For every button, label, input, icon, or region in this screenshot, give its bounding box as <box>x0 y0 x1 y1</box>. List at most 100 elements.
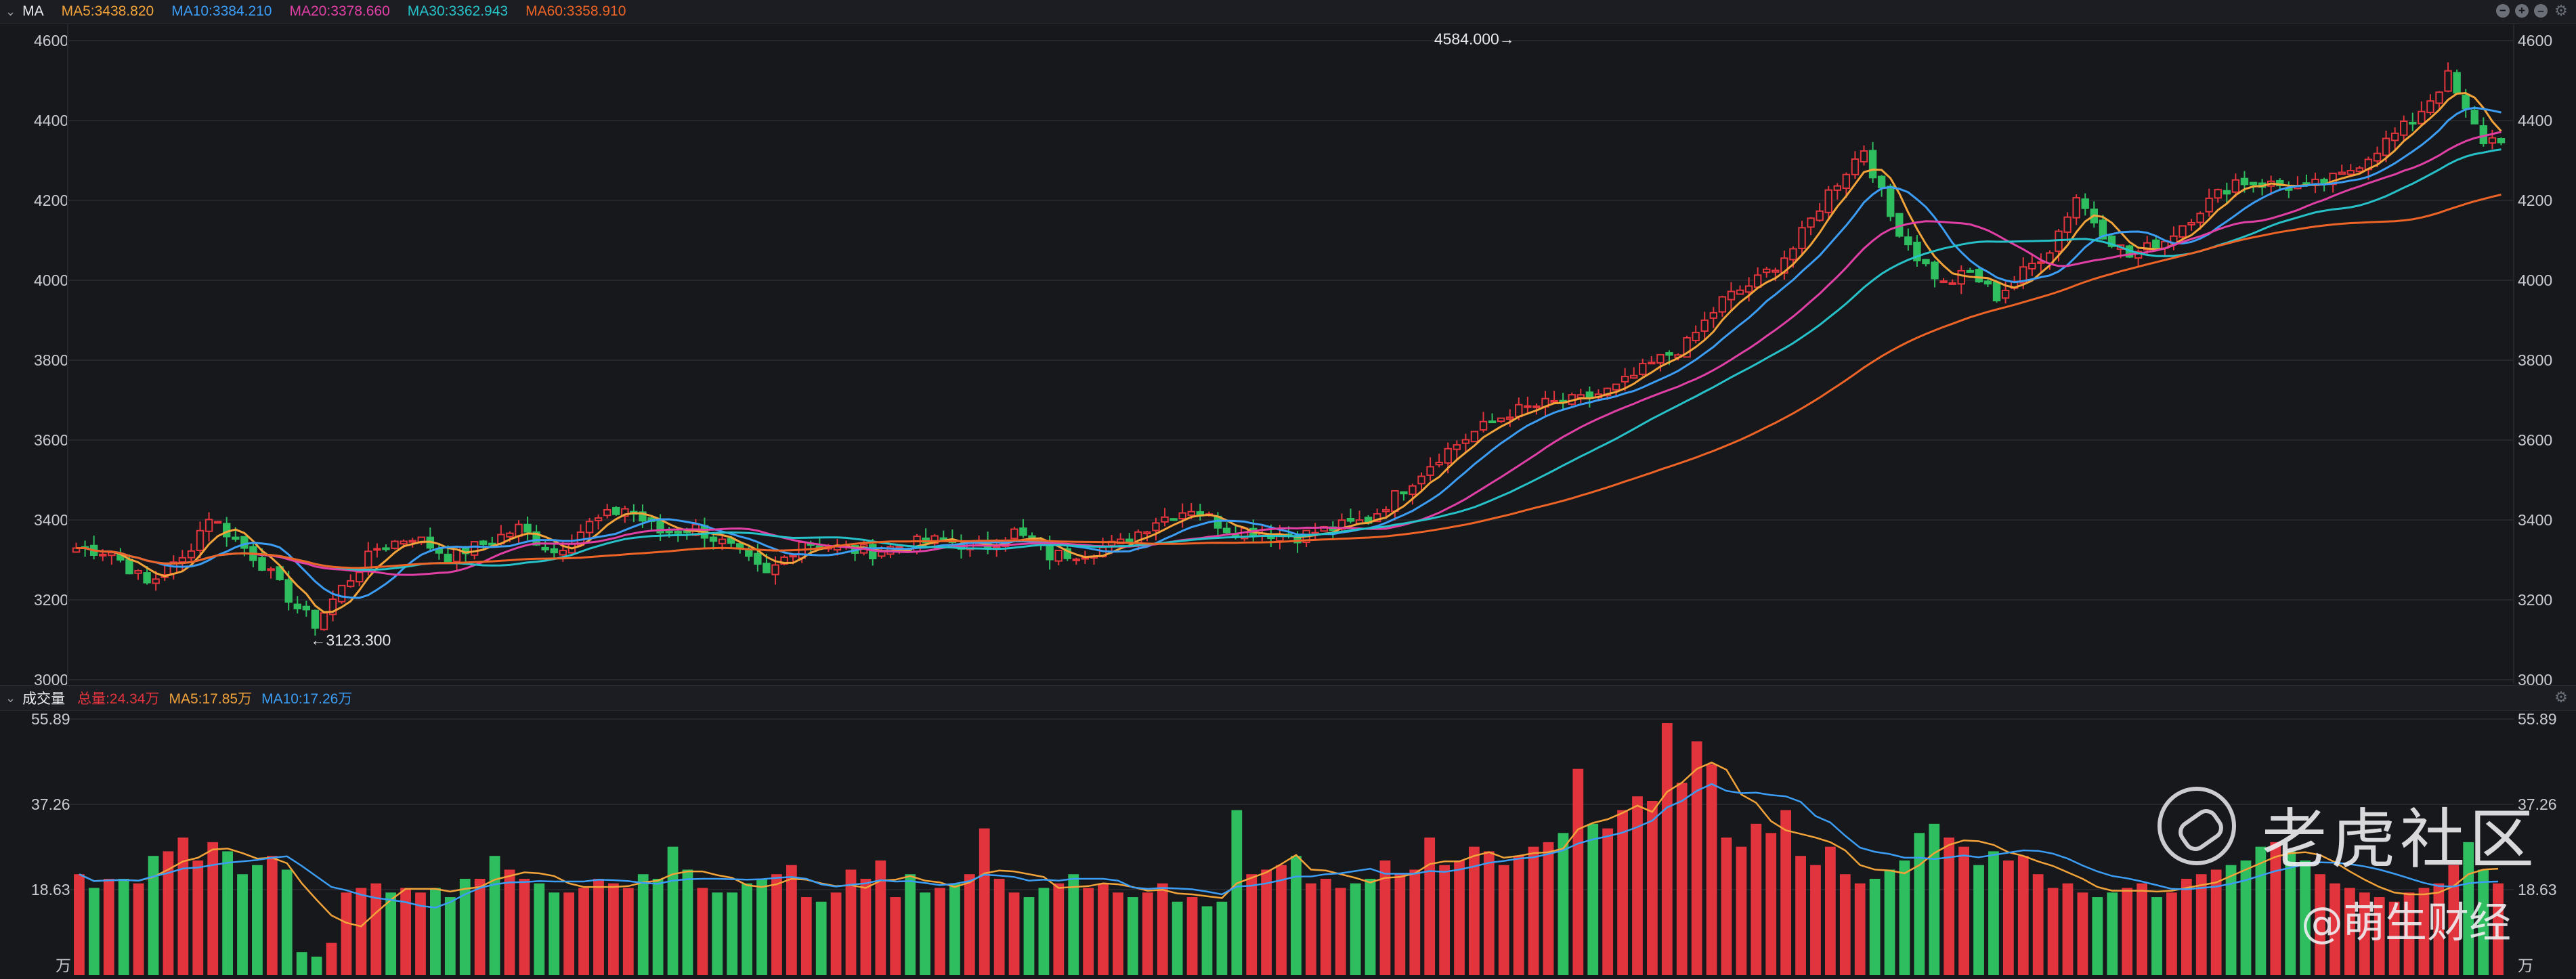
volume-bar <box>1201 906 1213 975</box>
collapse-toggle-icon[interactable]: ⌄ <box>5 691 16 705</box>
candle-body <box>789 554 797 558</box>
volume-bar <box>1795 856 1806 975</box>
volume-bar <box>2092 897 2103 975</box>
volume-bar <box>1038 888 1050 975</box>
volume-bar <box>549 892 560 975</box>
volume-bar <box>2403 892 2415 975</box>
minus-icon[interactable]: − <box>2496 4 2510 18</box>
volume-bar <box>830 892 842 975</box>
collapse-toggle-icon[interactable]: ⌄ <box>5 4 16 18</box>
y-tick-label-left: 3800 <box>34 351 68 369</box>
indicator-name[interactable]: MA <box>22 3 44 19</box>
candle-body <box>1470 431 1479 443</box>
candle-body <box>1966 269 1975 273</box>
candle-body <box>1763 268 1771 274</box>
candle-body <box>603 508 611 517</box>
volume-bar <box>1469 846 1480 975</box>
candle-body <box>1515 404 1523 418</box>
price-annotation: ←3123.300 <box>310 631 391 649</box>
volume-bar <box>489 856 500 975</box>
candle-body <box>1603 387 1612 397</box>
legend-vol-ma10: MA10:17.26万 <box>261 691 353 707</box>
candle-body <box>878 551 886 557</box>
volume-bar <box>1409 869 1421 975</box>
volume-bar <box>890 897 901 975</box>
volume-bar <box>2300 860 2311 975</box>
volume-bar <box>1053 883 1065 975</box>
volume-bar <box>1558 833 1569 975</box>
volume-bar <box>252 865 263 975</box>
candle-body <box>2231 179 2240 193</box>
volume-bar <box>800 897 812 975</box>
volume-bar <box>74 874 85 975</box>
volume-bar <box>2478 869 2489 975</box>
y-tick-label-left: 3600 <box>34 431 68 449</box>
candle-body <box>302 605 311 611</box>
volume-bar <box>1365 878 1376 975</box>
candle-body <box>2240 177 2249 186</box>
plus-icon[interactable]: + <box>2515 4 2529 18</box>
y-tick-label-right: 4600 <box>2518 32 2552 49</box>
candle-body <box>152 578 160 584</box>
volume-bar <box>1721 837 1732 975</box>
volume-bar <box>1973 865 1984 975</box>
ma-line-ma30 <box>76 148 2502 571</box>
candle-body <box>2001 289 2010 299</box>
volume-bar <box>444 897 456 975</box>
candle-body <box>1727 290 1736 301</box>
legend-ma20: MA20:3378.660 <box>289 3 390 19</box>
candle-body <box>1860 150 1868 162</box>
candle-body <box>2187 221 2195 225</box>
gear-icon[interactable]: ⚙ <box>2554 689 2568 705</box>
volume-bar <box>905 874 916 975</box>
volume-bar <box>2315 874 2325 975</box>
candle-body <box>1842 173 1851 189</box>
volume-bar <box>712 892 723 975</box>
volume-bar <box>1632 796 1643 975</box>
volume-bar <box>1751 823 1762 975</box>
volume-bar <box>133 883 144 975</box>
volume-ma-line <box>79 761 2499 928</box>
volume-bar <box>2255 846 2267 975</box>
candle-body <box>2214 189 2222 199</box>
candle-body <box>382 547 390 550</box>
minimize-icon[interactable]: – <box>2534 4 2548 18</box>
candle-body <box>1435 462 1443 466</box>
candle-body <box>240 536 249 549</box>
candle-body <box>1904 236 1912 246</box>
candle-body <box>2178 225 2187 238</box>
volume-bar <box>1157 883 1168 975</box>
volume-bar <box>2181 878 2192 975</box>
candle-body <box>320 612 328 630</box>
watermark-author: @萌生财经 <box>2301 898 2512 947</box>
volume-bar <box>1513 856 1524 975</box>
candle-body <box>1851 158 1860 175</box>
y-tick-label-right: 3000 <box>2518 671 2552 689</box>
candle-body <box>1620 376 1629 383</box>
volume-bar <box>1454 860 1465 975</box>
candle-body <box>754 552 762 565</box>
candle-body <box>1913 241 1921 261</box>
volume-bar <box>1335 888 1346 975</box>
volume-bar <box>459 878 471 975</box>
y-tick-label-right: 3400 <box>2518 511 2552 529</box>
volume-bar <box>2047 888 2059 975</box>
volume-bar <box>222 851 233 975</box>
volume-bar <box>1647 800 1658 975</box>
candle-body <box>1931 261 1939 280</box>
volume-bar <box>652 878 664 975</box>
candle-body <box>2081 198 2089 209</box>
candle-body <box>2099 219 2107 240</box>
volume-bar <box>2359 892 2370 975</box>
gear-icon[interactable]: ⚙ <box>2554 2 2568 19</box>
volume-bar <box>474 878 486 975</box>
candle-body <box>718 538 727 544</box>
volume-bar <box>1780 810 1792 975</box>
volume-bar <box>1824 846 1836 975</box>
candle-body <box>1983 280 1992 285</box>
volume-bar <box>2448 865 2460 975</box>
volume-bar <box>1914 833 1925 975</box>
volume-bar <box>2166 892 2177 975</box>
legend-ma60: MA60:3358.910 <box>525 3 626 19</box>
